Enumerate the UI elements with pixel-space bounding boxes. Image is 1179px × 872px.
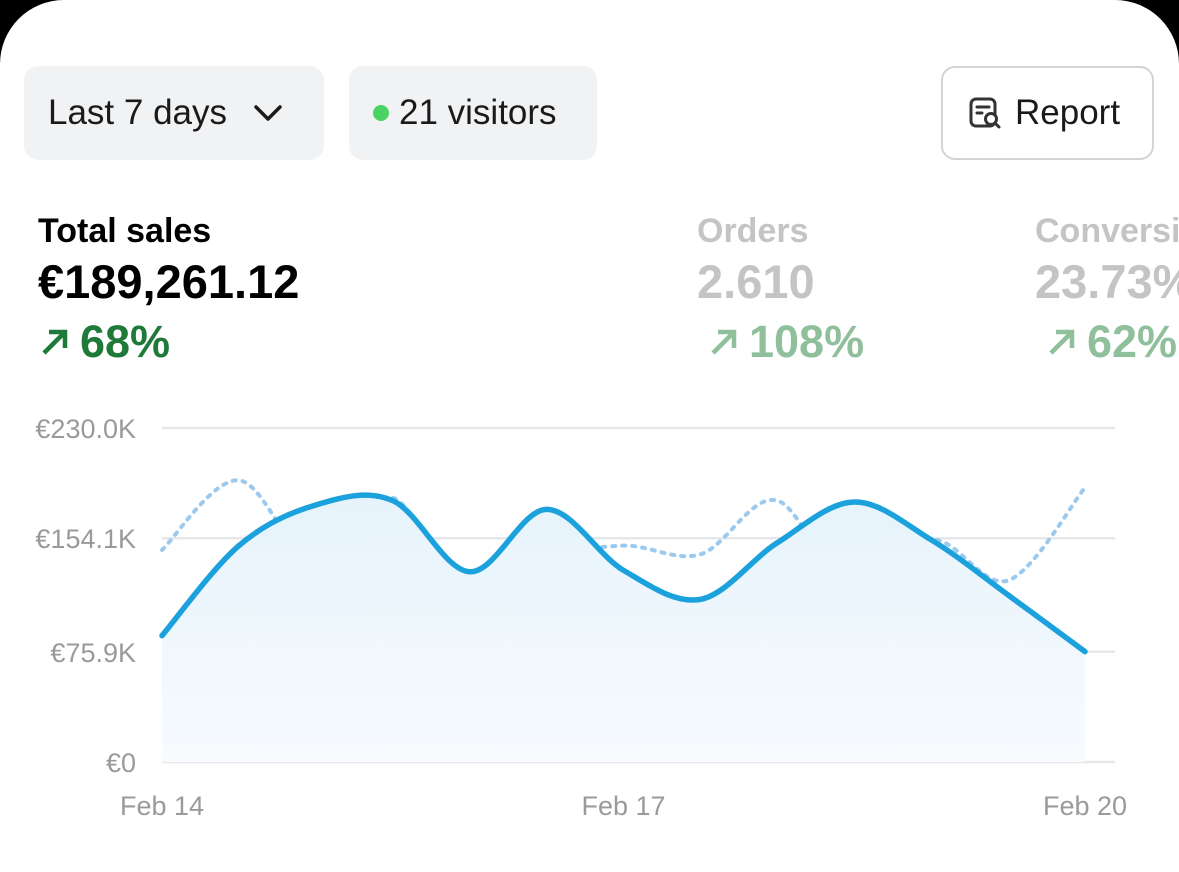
visitors-badge: 21 visitors	[349, 66, 597, 160]
arrow-icon	[42, 329, 68, 355]
sales-chart: €0 €75.9K €154.1K €230.0K Feb 14 Feb 17 Feb 20	[35, 414, 1127, 821]
metric-change: 108%	[707, 316, 864, 368]
metric-value: €189,261.12	[38, 255, 300, 308]
y-tick-label: €154.1K	[35, 524, 136, 554]
report-button[interactable]: Report	[941, 66, 1154, 160]
report-label: Report	[1015, 93, 1121, 132]
live-dot	[373, 105, 389, 121]
chevron-icon	[254, 105, 282, 121]
metric-change: 62%	[1045, 316, 1179, 368]
x-tick-label: Feb 17	[581, 791, 665, 821]
line	[159, 492, 1088, 655]
y-tick-label: €75.9K	[50, 638, 136, 668]
metric-conversion[interactable]: Conversion 23.73% 62%	[1035, 212, 1179, 368]
metric-change-value: 62%	[1087, 316, 1178, 367]
y-tick-label: €230.0K	[35, 414, 136, 444]
x-tick-label: Feb 14	[120, 791, 204, 821]
metric-label: Orders	[697, 212, 809, 250]
range-dropdown[interactable]: Last 7 days	[24, 66, 324, 160]
metric-label: Conversion	[1035, 212, 1179, 250]
metric-value: 23.73%	[1035, 255, 1179, 308]
visitors-label: 21 visitors	[399, 93, 557, 132]
metric-total-sales[interactable]: Total sales €189,261.12 68%	[38, 212, 299, 368]
metric-value: 2.610	[697, 255, 815, 308]
metric-change-value: 68%	[80, 316, 171, 367]
area	[162, 495, 1085, 762]
arrow-icon	[711, 329, 737, 355]
metric-change-value: 108%	[749, 316, 865, 367]
x-tick-label: Feb 20	[1043, 791, 1127, 821]
y-tick-label: €0	[106, 748, 136, 778]
metric-orders[interactable]: Orders 2.610 108%	[697, 212, 864, 368]
range-label: Last 7 days	[48, 93, 227, 132]
metric-label: Total sales	[38, 212, 212, 250]
report-icon	[969, 97, 1001, 129]
metric-change: 68%	[38, 316, 299, 368]
arrow-icon	[1049, 329, 1075, 355]
